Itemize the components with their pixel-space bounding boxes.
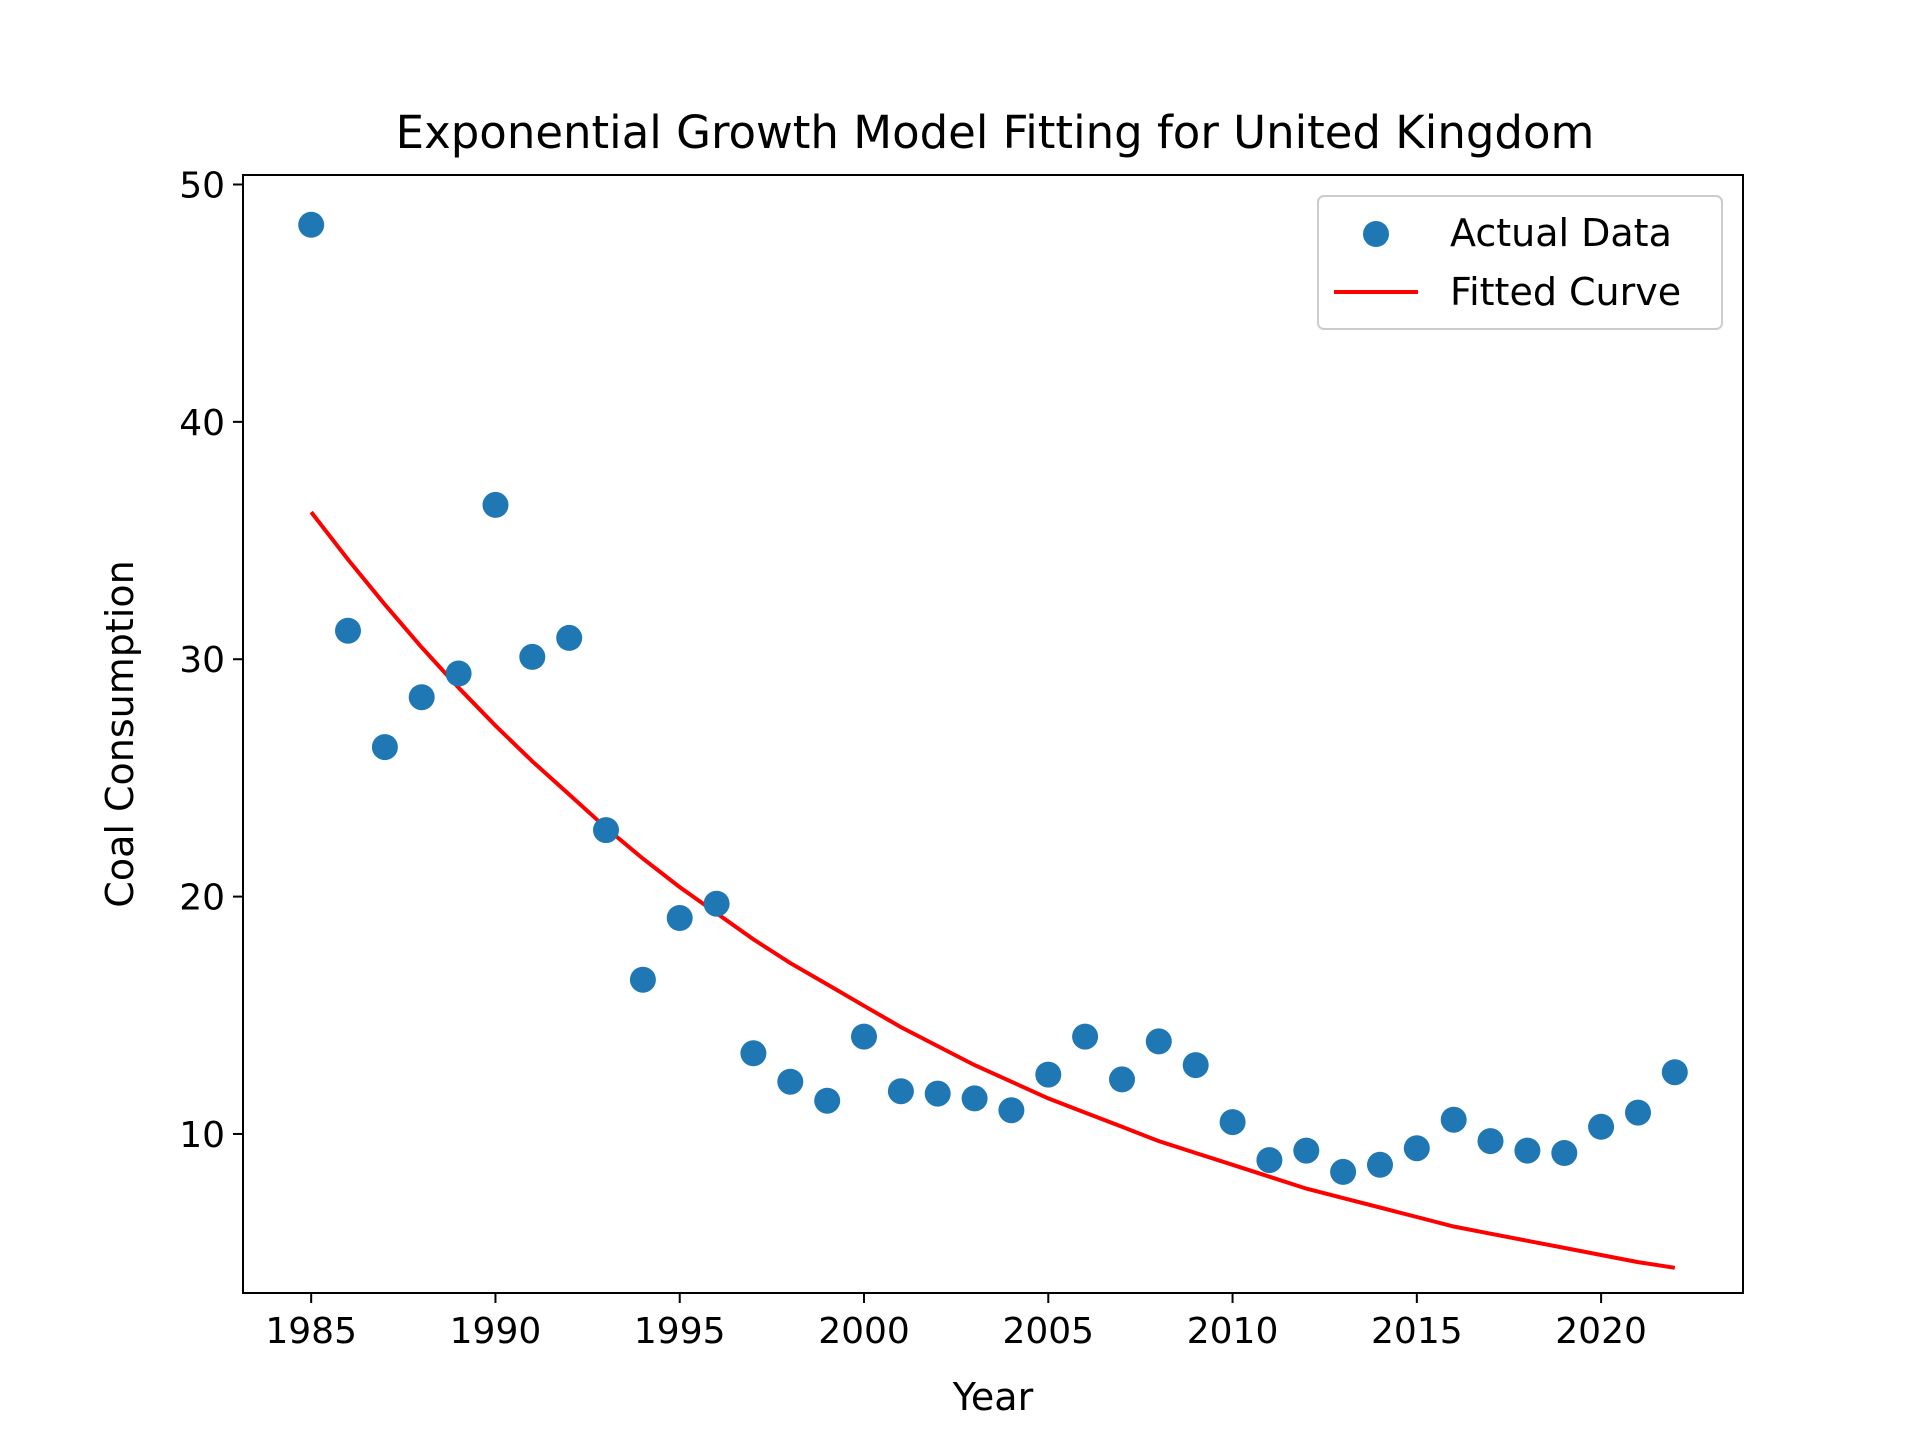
data-point <box>961 1085 988 1112</box>
x-tick-label: 2020 <box>1555 1311 1647 1352</box>
x-axis: 1985 1990 1995 2000 2005 2010 2015 2020 <box>265 1293 1647 1352</box>
chart-title: Exponential Growth Model Fitting for Uni… <box>396 106 1595 159</box>
data-point <box>1109 1066 1135 1093</box>
data-point <box>814 1087 841 1114</box>
data-point <box>1293 1137 1320 1164</box>
data-point <box>1477 1128 1504 1155</box>
data-point <box>1182 1052 1209 1079</box>
data-point <box>924 1080 951 1107</box>
data-point <box>482 491 509 518</box>
data-point <box>1661 1059 1688 1086</box>
data-point <box>703 890 730 917</box>
data-point <box>1403 1135 1430 1162</box>
y-tick-label: 30 <box>179 640 225 681</box>
y-axis-label: Coal Consumption <box>98 560 142 907</box>
legend-box <box>1317 195 1723 330</box>
data-point <box>1588 1113 1615 1140</box>
x-tick-label: 1995 <box>634 1311 726 1352</box>
legend-actual-data-marker <box>1363 221 1389 247</box>
data-point <box>1367 1151 1393 1178</box>
x-tick-label: 2015 <box>1371 1311 1463 1352</box>
legend: Actual Data Fitted Curve <box>1317 195 1723 330</box>
data-point <box>445 660 472 687</box>
y-tick-label: 20 <box>179 878 225 919</box>
data-point <box>519 643 546 670</box>
x-tick-label: 2000 <box>818 1311 910 1352</box>
data-point <box>593 817 619 844</box>
data-point <box>408 684 435 711</box>
plot-frame <box>242 174 1744 1294</box>
x-tick-label: 2005 <box>1002 1311 1094 1352</box>
data-point <box>298 211 325 238</box>
x-tick-label: 1990 <box>450 1311 542 1352</box>
data-point <box>740 1040 767 1067</box>
data-point <box>851 1023 877 1050</box>
data-point <box>629 966 656 993</box>
data-point <box>666 905 693 931</box>
fitted-curve-line <box>309 510 1676 1270</box>
legend-fitted-curve-label: Fitted Curve <box>1450 270 1681 314</box>
data-point <box>777 1068 804 1095</box>
data-point <box>1625 1099 1651 1126</box>
data-point <box>556 624 583 651</box>
data-point <box>887 1078 914 1105</box>
data-point <box>1551 1140 1578 1166</box>
x-axis-label: Year <box>952 1375 1034 1419</box>
x-tick-label: 2010 <box>1187 1311 1279 1352</box>
data-point <box>371 734 398 761</box>
data-point <box>1440 1106 1467 1133</box>
plot-area <box>298 211 1688 1270</box>
data-point <box>1145 1028 1172 1055</box>
data-point <box>1072 1023 1099 1050</box>
data-point <box>1330 1158 1357 1185</box>
y-tick-label: 40 <box>179 403 225 444</box>
y-axis: 10 20 30 40 50 <box>179 165 243 1156</box>
data-point <box>1256 1147 1283 1174</box>
data-point <box>335 617 361 644</box>
data-point <box>1219 1109 1246 1136</box>
data-point <box>1035 1061 1062 1088</box>
y-tick-label: 50 <box>179 165 225 206</box>
data-point <box>1514 1137 1541 1164</box>
data-point <box>998 1097 1025 1124</box>
legend-actual-data-label: Actual Data <box>1450 211 1672 255</box>
x-tick-label: 1985 <box>265 1311 357 1352</box>
y-tick-label: 10 <box>179 1115 225 1156</box>
